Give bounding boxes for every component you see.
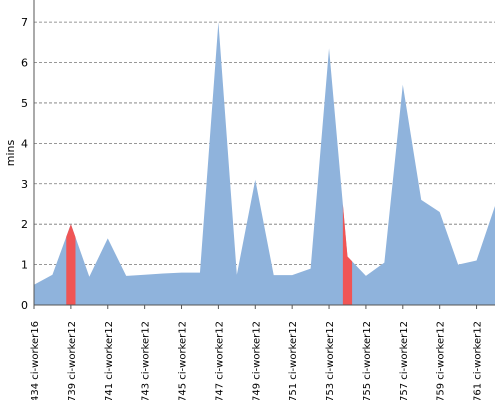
- x-tick-label: #6755 ci-worker12: [362, 321, 373, 400]
- x-tick-label: #6761 ci-worker12: [473, 321, 484, 400]
- x-tick-label: #6751 ci-worker12: [288, 321, 299, 400]
- highlight-band: [66, 224, 76, 305]
- x-tick-label: #4434 ci-worker16: [30, 321, 41, 400]
- y-tick-label: 7: [21, 16, 28, 29]
- y-tick-label: 3: [21, 178, 28, 191]
- axes: [33, 0, 495, 309]
- x-tick-label: #6741 ci-worker12: [104, 321, 115, 400]
- highlight-segments: [66, 204, 353, 305]
- y-tick-label: 5: [21, 97, 28, 110]
- area-series: [34, 22, 495, 305]
- x-tick-label: #6743 ci-worker12: [141, 321, 152, 400]
- y-tick-labels: 0 1 2 3 4 5 6 7: [21, 16, 28, 312]
- x-tick-label: #6749 ci-worker12: [251, 321, 262, 400]
- x-tick-label: #6747 ci-worker12: [214, 321, 225, 400]
- x-tick-label: #6757 ci-worker12: [399, 321, 410, 400]
- x-tick-label: #6739 ci-worker12: [67, 321, 78, 400]
- y-tick-label: 6: [21, 57, 28, 70]
- y-tick-label: 4: [21, 137, 28, 150]
- y-tick-label: 1: [21, 259, 28, 272]
- x-tick-label: #6753 ci-worker12: [325, 321, 336, 400]
- x-tick-label: #6759 ci-worker12: [436, 321, 447, 400]
- y-tick-label: 0: [21, 299, 28, 312]
- y-axis-label: mins: [4, 139, 17, 166]
- highlight-band: [342, 204, 353, 305]
- grid-lines: [34, 21, 495, 265]
- y-tick-label: 2: [21, 218, 28, 231]
- area-fill: [34, 22, 495, 305]
- x-tick-labels: #4434 ci-worker16 #6739 ci-worker12 #6741 …: [30, 321, 484, 400]
- x-tick-label: #6745 ci-worker12: [178, 321, 189, 400]
